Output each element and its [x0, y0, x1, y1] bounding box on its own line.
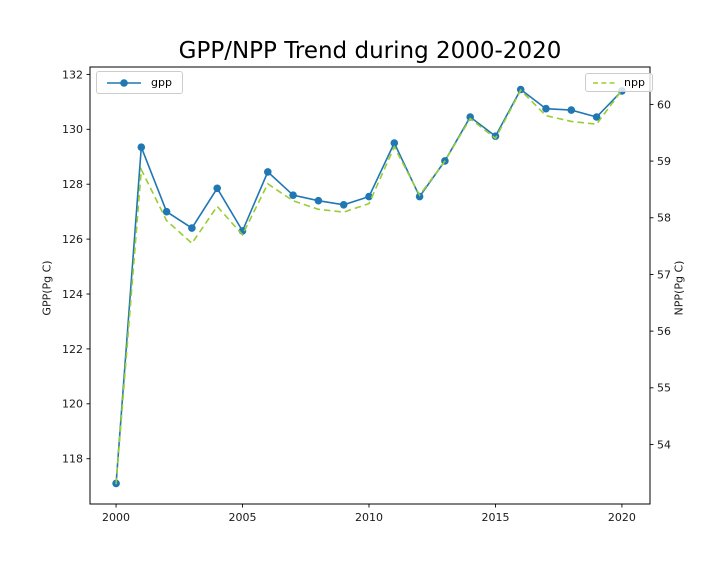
left-tick-label: 122 — [62, 343, 83, 356]
left-axis-ticks: 118 120 122 124 126 128 130 132 — [62, 68, 90, 466]
gpp-point — [592, 113, 601, 121]
x-tick-label: 2020 — [608, 511, 636, 524]
chart-title: GPP/NPP Trend during 2000-2020 — [178, 38, 562, 64]
right-tick-label: 54 — [657, 438, 671, 451]
gpp-point — [137, 143, 146, 151]
gpp-point — [390, 139, 399, 147]
legend-npp-label: npp — [624, 76, 645, 89]
gpp-point — [314, 196, 323, 205]
gpp-point — [289, 191, 297, 199]
left-tick-label: 126 — [62, 233, 83, 246]
npp-line — [115, 88, 623, 485]
left-tick-label: 124 — [62, 288, 83, 301]
right-tick-label: 58 — [657, 212, 671, 225]
right-axis-ticks: 54 55 56 57 58 59 60 — [650, 98, 671, 451]
gpp-line-swatch — [107, 78, 141, 87]
right-tick-label: 59 — [657, 155, 671, 168]
x-tick-label: 2005 — [229, 511, 257, 524]
left-tick-label: 130 — [62, 123, 83, 136]
x-tick-label: 2000 — [102, 511, 130, 524]
gpp-point — [542, 104, 550, 113]
left-tick-label: 120 — [62, 398, 83, 411]
gpp-point — [213, 184, 221, 193]
legend-gpp: gpp — [96, 71, 183, 94]
x-tick-label: 2010 — [355, 511, 383, 524]
gpp-point — [567, 106, 576, 114]
gpp-point — [162, 207, 171, 216]
gpp-point — [491, 132, 500, 140]
gpp-point — [365, 192, 373, 201]
npp-line-swatch — [593, 81, 617, 84]
right-tick-label: 55 — [657, 382, 671, 395]
gpp-point — [339, 201, 348, 209]
left-tick-label: 132 — [62, 68, 83, 81]
gpp-point — [415, 192, 424, 201]
gpp-point — [264, 168, 272, 176]
legend-gpp-label: gpp — [151, 76, 172, 89]
x-axis-ticks: 2000 2005 2010 2015 2020 — [102, 504, 636, 524]
legend-npp: npp — [585, 73, 653, 92]
right-tick-label: 56 — [657, 325, 671, 338]
axes-border — [89, 66, 651, 505]
left-tick-label: 118 — [62, 453, 83, 466]
left-tick-label: 128 — [62, 178, 83, 191]
gpp-line — [115, 88, 623, 484]
right-tick-label: 57 — [657, 268, 671, 281]
gpp-markers — [112, 85, 626, 488]
x-tick-label: 2015 — [481, 511, 509, 524]
right-tick-label: 60 — [657, 98, 671, 111]
gpp-point — [466, 113, 475, 121]
gpp-point — [188, 224, 196, 232]
